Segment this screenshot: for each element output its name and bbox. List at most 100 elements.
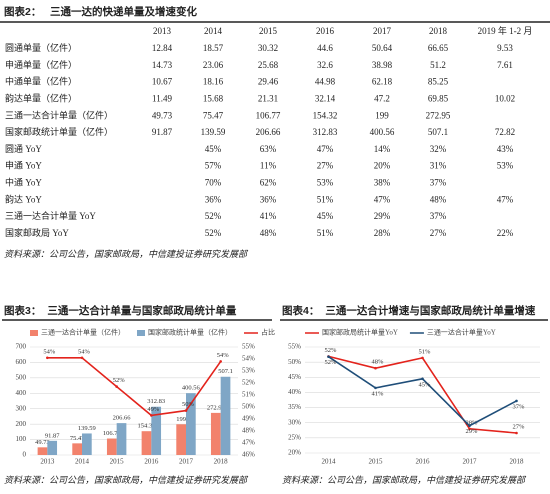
cell: 25.68 [258,60,279,70]
x-tick-label: 2015 [110,458,125,466]
y-tick-label: 55% [288,343,301,351]
figure-label: 图表2： [4,5,41,18]
cell: 20% [374,161,391,171]
cell: 507.1 [428,127,448,137]
bar [186,393,196,455]
cell: 32.14 [315,93,336,103]
data-label: 27% [513,423,526,430]
cell: 48% [430,194,447,204]
row-label: 国家邮政统计单量（亿件） [5,126,113,137]
data-label: 154.32 [138,423,156,430]
point [327,355,330,358]
cell: 85.25 [428,77,449,87]
row-label: 韵达单量（亿件） [5,92,77,103]
cell: 206.66 [256,127,281,137]
figure-label: 图表3： [4,304,41,317]
x-tick-label: 2014 [75,458,90,466]
row-label: 韵达 YoY [5,193,42,204]
cell: 44.6 [317,43,333,53]
cell: 11.49 [152,93,172,103]
data-label: 41% [372,390,385,397]
point [184,409,188,412]
cell: 51% [317,194,334,204]
cell: 106.77 [256,110,281,120]
column-header: 2016 [316,26,335,36]
cell: 14.73 [152,60,173,70]
chart-title: 三通一达合计单量与国家邮政局统计单量 [47,304,236,317]
data-label: 52% [325,347,338,354]
y-tick-label: 0 [23,451,27,459]
cell: 32% [430,144,447,154]
data-label: 206.66 [113,415,132,422]
bar [72,443,82,455]
data-label: 400.56 [182,385,201,392]
cell: 91.87 [152,127,173,137]
y-tick-label: 25% [288,433,301,441]
data-label: 37% [513,403,526,410]
cell: 53% [497,161,514,171]
cell: 51% [317,228,334,238]
row-label: 申通单量（亿件） [5,59,77,70]
cell: 57% [205,161,222,171]
point [150,414,153,417]
y-tick-label: 400 [16,389,27,397]
x-tick-label: 2017 [179,458,194,466]
cell: 52% [205,211,222,221]
data-label: 106.77 [103,430,122,437]
chart-source: 资料来源：公司公告，国家邮政局，中信建投证券研究发展部 [4,475,249,485]
y-tick-label: 50% [288,358,301,366]
cell: 23.06 [203,60,224,70]
cell: 44.98 [315,77,336,87]
legend-label: 国家邮政局统计单量YoY [322,328,398,337]
cell: 9.53 [497,43,513,53]
y2-tick-label: 47% [242,439,255,447]
cell: 29% [374,211,391,221]
y-tick-label: 500 [16,373,27,381]
cell: 400.56 [370,127,395,137]
y-tick-label: 45% [288,373,301,381]
y2-tick-label: 52% [242,379,255,387]
cell: 10.67 [152,77,173,87]
legend-label: 三通一达合计单量（亿件） [41,328,125,337]
legend-label: 占比 [261,328,275,337]
cell: 62.18 [372,77,393,87]
y-tick-label: 30% [288,418,301,426]
cell: 69.85 [428,93,449,103]
legend-swatch [137,330,145,336]
data-label: 29% [466,428,479,435]
y-tick-label: 300 [16,404,27,412]
point [421,377,424,381]
cell: 70% [205,177,222,187]
table-title: 三通一达的快递单量及增速变化 [50,5,197,18]
cell: 41% [260,211,277,221]
bar [37,447,48,455]
legend-swatch [30,330,38,336]
row-label: 圆通 YoY [5,144,42,154]
point [421,356,424,360]
cell: 47.2 [374,93,390,103]
cell: 66.65 [428,43,449,53]
cell: 36% [260,194,277,204]
y-tick-label: 200 [16,420,27,428]
point [374,366,377,370]
cell: 38% [374,177,391,187]
y2-tick-label: 50% [242,403,255,411]
data-label: 45% [419,381,432,388]
cell: 72.82 [495,127,515,137]
x-tick-label: 2016 [144,458,159,466]
bar [82,433,92,455]
data-label: 272.95 [207,404,225,411]
point [80,356,84,360]
cell: 48% [260,228,277,238]
cell: 32.6 [317,60,333,70]
point [46,356,49,360]
y2-tick-label: 51% [242,391,255,399]
cell: 52% [205,228,222,238]
cell: 7.61 [497,60,513,70]
data-label: 52% [113,377,126,384]
data-label: 54% [217,352,230,359]
cell: 49.73 [152,110,173,120]
data-label: 75.47 [70,435,85,442]
data-label: 91.87 [45,432,60,439]
